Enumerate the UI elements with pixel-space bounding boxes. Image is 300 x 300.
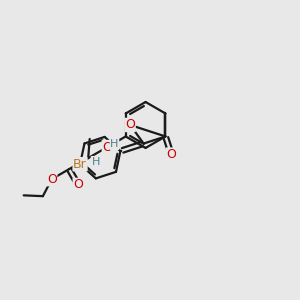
Text: O: O bbox=[102, 141, 112, 154]
Text: H: H bbox=[92, 157, 100, 166]
Text: Br: Br bbox=[73, 158, 87, 171]
Text: O: O bbox=[125, 118, 135, 131]
Text: H: H bbox=[110, 140, 119, 149]
Text: O: O bbox=[47, 173, 57, 186]
Text: O: O bbox=[167, 148, 176, 161]
Text: O: O bbox=[73, 178, 83, 191]
